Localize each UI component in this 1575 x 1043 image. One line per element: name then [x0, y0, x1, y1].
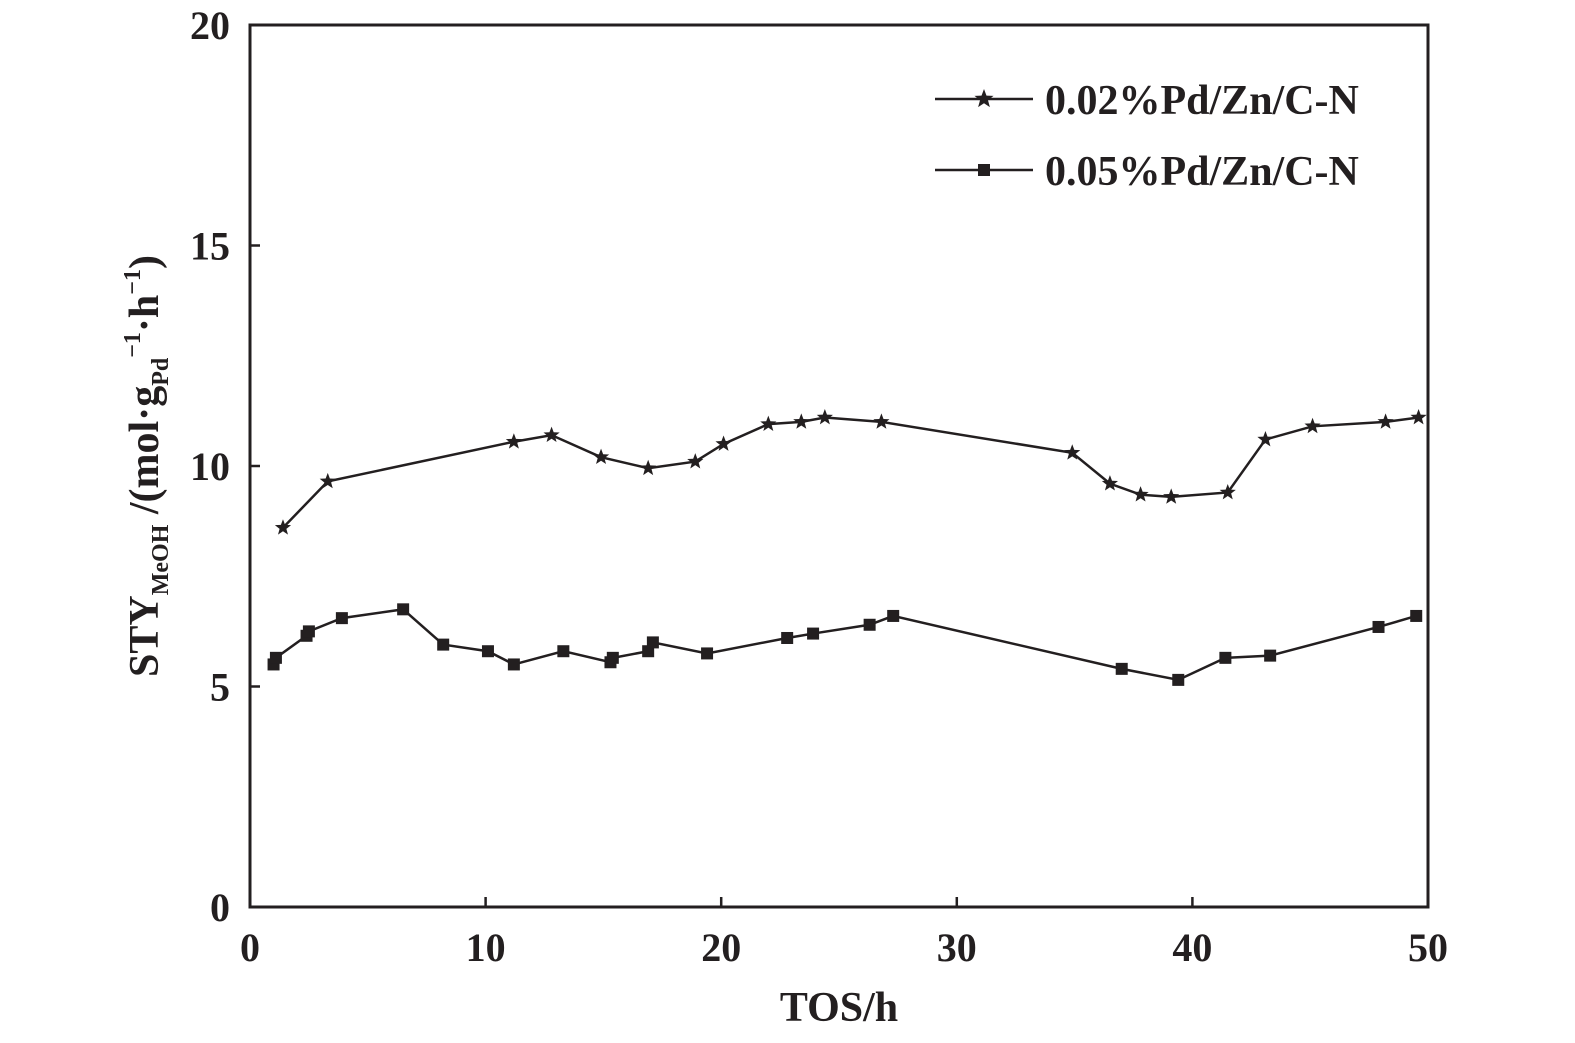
data-point-square	[1410, 609, 1423, 622]
data-point-square	[397, 603, 410, 616]
x-tick-label: 0	[240, 925, 260, 970]
data-point-square	[701, 647, 714, 660]
x-axis-title: TOS/h	[780, 985, 898, 1031]
data-point-square	[646, 636, 659, 649]
x-tick-label: 30	[937, 925, 977, 970]
data-point-star	[1101, 475, 1119, 491]
data-point-square	[606, 651, 619, 664]
data-point-square	[481, 645, 494, 658]
data-point-square	[1264, 649, 1277, 662]
data-point-star	[1132, 486, 1149, 502]
data-point-star	[592, 448, 610, 465]
y-axis-title: STYMeOH /(mol·gPd−1·h−1)	[120, 255, 174, 677]
series-layer	[267, 408, 1427, 686]
y-tick-label: 0	[210, 885, 230, 930]
data-point-square	[1115, 662, 1128, 675]
data-point-square	[1372, 620, 1385, 633]
data-point-star	[793, 413, 810, 429]
x-axis-ticks: 0 10 20 30 40 50	[240, 897, 1448, 970]
y-tick-label: 5	[210, 665, 230, 710]
data-point-star	[687, 453, 704, 469]
x-tick-label: 20	[701, 925, 741, 970]
data-point-star	[1064, 444, 1081, 460]
legend-label-2: 0.05%Pd/Zn/C-N	[1045, 149, 1359, 195]
data-point-star	[1304, 417, 1321, 434]
data-point-star	[543, 426, 560, 443]
data-point-square	[507, 658, 520, 671]
data-point-square	[269, 651, 282, 664]
data-point-star	[873, 413, 890, 429]
data-point-star	[715, 435, 732, 451]
legend-item-2: 0.05%Pd/Zn/C-N	[935, 149, 1359, 195]
legend-square-marker	[978, 164, 990, 176]
data-point-square	[887, 609, 900, 622]
legend-star-marker	[974, 89, 994, 108]
legend-item-1: 0.02%Pd/Zn/C-N	[935, 78, 1359, 124]
series-line-1	[282, 416, 1419, 529]
series-2	[267, 603, 1423, 686]
data-point-star	[1219, 483, 1236, 500]
data-point-star	[274, 519, 292, 535]
data-point-square	[1219, 651, 1232, 664]
data-point-square	[863, 618, 876, 631]
x-tick-label: 10	[466, 925, 506, 970]
legend: 0.02%Pd/Zn/C-N 0.05%Pd/Zn/C-N	[935, 78, 1359, 195]
data-point-square	[437, 638, 450, 651]
y-tick-label: 10	[190, 444, 230, 489]
data-point-square	[302, 625, 315, 638]
data-point-star	[319, 472, 336, 489]
y-tick-label: 20	[190, 3, 230, 48]
data-point-star	[1377, 413, 1394, 429]
legend-label-1: 0.02%Pd/Zn/C-N	[1045, 78, 1359, 124]
data-point-star	[1410, 408, 1427, 425]
data-point-star	[760, 415, 777, 431]
data-point-square	[557, 645, 570, 658]
data-point-square	[1172, 673, 1185, 686]
data-point-square	[335, 612, 348, 625]
data-point-star	[1163, 488, 1180, 504]
y-axis-ticks: 0 5 10 15 20	[190, 3, 260, 930]
data-point-star	[1257, 431, 1274, 447]
x-tick-label: 50	[1408, 925, 1448, 970]
data-point-star	[640, 459, 657, 476]
data-point-square	[781, 631, 794, 644]
data-point-star	[816, 408, 833, 425]
series-1	[274, 408, 1427, 535]
data-point-star	[505, 433, 522, 449]
y-tick-label: 15	[190, 224, 230, 269]
data-point-square	[807, 627, 820, 640]
x-tick-label: 40	[1172, 925, 1212, 970]
